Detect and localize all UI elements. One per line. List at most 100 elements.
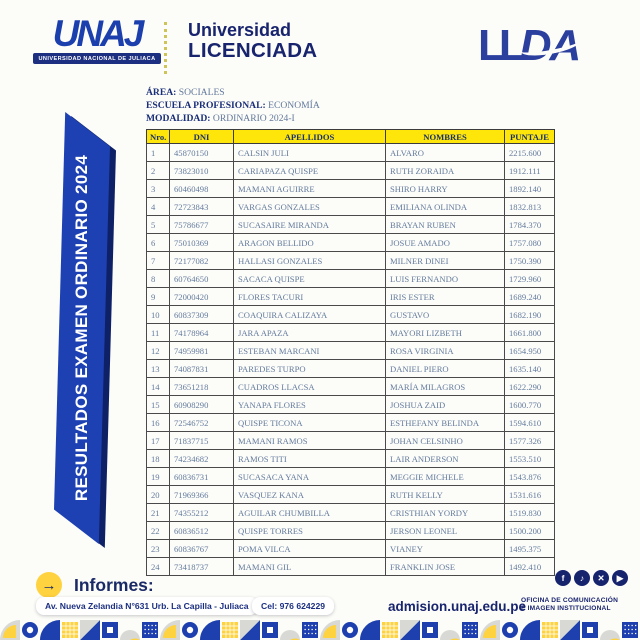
table-row: 4 72723843 VARGAS GONZALES EMILIANA OLINDA 1… (146, 197, 555, 216)
cell-dni: 60764650 (169, 269, 234, 288)
table-row: 10 60837309 COAQUIRA CALIZAYA GUSTAVO 1682.1… (146, 305, 555, 324)
cell-nombres: DANIEL PIERO (385, 359, 505, 378)
cell-apellidos: MAMANI RAMOS (233, 431, 386, 450)
cell-nombres: JOSUE AMADO (385, 233, 505, 252)
table-row: 20 71969366 VASQUEZ KANA RUTH KELLY 1531.616 (146, 485, 555, 504)
cell-nro: 23 (146, 539, 170, 558)
table-row: 21 74355212 AGUILAR CHUMBILLA CRISTHIAN YOR… (146, 503, 555, 522)
area-label: ÁREA: (146, 87, 177, 98)
cell-dni: 60908290 (169, 395, 234, 414)
cell-nro: 2 (146, 161, 170, 180)
cell-apellidos: ESTEBAN MARCANI (233, 341, 386, 360)
cell-puntaje: 1495.375 (504, 539, 555, 558)
table-row: 1 45870150 CALSIN JULI ALVARO 2215.600 (146, 143, 555, 162)
cell-puntaje: 1600.770 (504, 395, 555, 414)
cell-nro: 21 (146, 503, 170, 522)
cell-nro: 6 (146, 233, 170, 252)
col-header-nombres: NOMBRES (385, 129, 505, 144)
col-header-nro: Nro. (146, 129, 170, 144)
cell-dni: 72000420 (169, 287, 234, 306)
cell-dni: 60460498 (169, 179, 234, 198)
admission-website-link[interactable]: admision.unaj.edu.pe (388, 599, 527, 614)
cell-puntaje: 1577.326 (504, 431, 555, 450)
cell-puntaje: 2215.600 (504, 143, 555, 162)
cell-dni: 71969366 (169, 485, 234, 504)
cell-nombres: RUTH KELLY (385, 485, 505, 504)
phone-pill: Cel: 976 624229 (252, 597, 335, 615)
cell-puntaje: 1689.240 (504, 287, 555, 306)
cell-nombres: MEGGIE MICHELE (385, 467, 505, 486)
cell-apellidos: PAREDES TURPO (233, 359, 386, 378)
cell-nombres: BRAYAN RUBEN (385, 215, 505, 234)
cell-nombres: FRANKLIN JOSE (385, 557, 505, 576)
cell-apellidos: SUCASAIRE MIRANDA (233, 215, 386, 234)
cell-puntaje: 1622.290 (504, 377, 555, 396)
cell-nombres: JERSON LEONEL (385, 521, 505, 540)
youtube-glyph: ▶ (616, 572, 624, 583)
cell-nro: 16 (146, 413, 170, 432)
cell-puntaje: 1531.616 (504, 485, 555, 504)
cell-apellidos: CUADROS LLACSA (233, 377, 386, 396)
col-header-puntaje: PUNTAJE (504, 129, 555, 144)
cell-dni: 74178964 (169, 323, 234, 342)
cell-nombres: GUSTAVO (385, 305, 505, 324)
cell-apellidos: SACACA QUISPE (233, 269, 386, 288)
lda-logo-text: DA (519, 21, 582, 70)
table-row: 8 60764650 SACACA QUISPE LUIS FERNANDO 1729.… (146, 269, 555, 288)
cell-apellidos: HALLASI GONZALES (233, 251, 386, 270)
cell-dni: 73823010 (169, 161, 234, 180)
x-icon[interactable]: ✕ (593, 570, 609, 586)
decorative-geometric-strip (0, 620, 639, 640)
cell-nro: 5 (146, 215, 170, 234)
table-row: 5 75786677 SUCASAIRE MIRANDA BRAYAN RUBEN 17… (146, 215, 555, 234)
cell-apellidos: POMA VILCA (233, 539, 386, 558)
cell-apellidos: CARIAPAZA QUISPE (233, 161, 386, 180)
cell-apellidos: MAMANI AGUIRRE (233, 179, 386, 198)
cell-puntaje: 1500.200 (504, 521, 555, 540)
facebook-icon[interactable]: f (555, 570, 571, 586)
cell-nro: 10 (146, 305, 170, 324)
cell-apellidos: CALSIN JULI (233, 143, 386, 162)
col-header-dni: DNI (169, 129, 234, 144)
youtube-icon[interactable]: ▶ (612, 570, 628, 586)
cell-nro: 15 (146, 395, 170, 414)
cell-nro: 20 (146, 485, 170, 504)
cell-nro: 4 (146, 197, 170, 216)
cell-puntaje: 1594.610 (504, 413, 555, 432)
cell-dni: 74087831 (169, 359, 234, 378)
table-row: 15 60908290 YANAPA FLORES JOSHUA ZAID 1600.7… (146, 395, 555, 414)
table-row: 7 72177082 HALLASI GONZALES MILNER DINEI 175… (146, 251, 555, 270)
cell-nro: 12 (146, 341, 170, 360)
col-header-apellidos: APELLIDOS (233, 129, 386, 144)
cell-puntaje: 1543.876 (504, 467, 555, 486)
social-icons: f ♪ ✕ ▶ (555, 570, 628, 586)
table-row: 17 71837715 MAMANI RAMOS JOHAN CELSINHO 1577… (146, 431, 555, 450)
table-row: 2 73823010 CARIAPAZA QUISPE RUTH ZORAIDA 191… (146, 161, 555, 180)
tiktok-glyph: ♪ (579, 573, 585, 583)
cell-nro: 24 (146, 557, 170, 576)
cell-dni: 45870150 (169, 143, 234, 162)
table-row: 16 72546752 QUISPE TICONA ESTHEFANY BELINDA… (146, 413, 555, 432)
table-header-row: Nro. DNI APELLIDOS NOMBRES PUNTAJE (146, 129, 555, 144)
licensed-line1: Universidad (188, 20, 292, 40)
cell-nombres: RUTH ZORAIDA (385, 161, 505, 180)
cell-dni: 73418737 (169, 557, 234, 576)
cell-dni: 60836512 (169, 521, 234, 540)
unaj-logo: UNAJ UNIVERSIDAD NACIONAL DE JULIACA (33, 15, 161, 64)
cell-nro: 1 (146, 143, 170, 162)
lda-logo-books: LL (478, 21, 526, 70)
cell-nro: 14 (146, 377, 170, 396)
table-row: 19 60836731 SUCASACA YANA MEGGIE MICHELE 154… (146, 467, 555, 486)
cell-nro: 8 (146, 269, 170, 288)
cell-nombres: MILNER DINEI (385, 251, 505, 270)
cell-nombres: JOSHUA ZAID (385, 395, 505, 414)
table-row: 13 74087831 PAREDES TURPO DANIEL PIERO 1635.… (146, 359, 555, 378)
lda-logo: LLDA (478, 22, 608, 74)
cell-puntaje: 1682.190 (504, 305, 555, 324)
cell-puntaje: 1519.830 (504, 503, 555, 522)
table-row: 9 72000420 FLORES TACURI IRIS ESTER 1689.240 (146, 287, 555, 306)
school-label: ESCUELA PROFESIONAL: (146, 99, 266, 111)
tiktok-icon[interactable]: ♪ (574, 570, 590, 586)
cell-nombres: ROSA VIRGINIA (385, 341, 505, 360)
cell-nombres: LUIS FERNANDO (385, 269, 505, 288)
